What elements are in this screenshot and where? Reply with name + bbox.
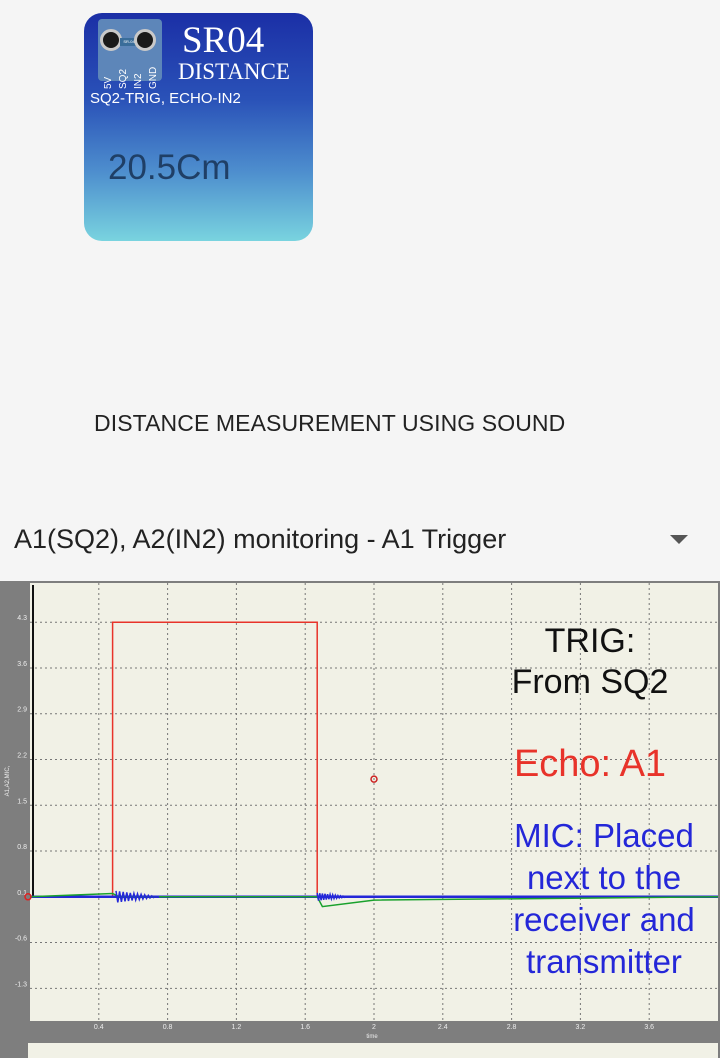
mic-annotation: MIC: Placed next to the receiver and tra… [498, 815, 710, 983]
y-tick-label: 1.5 [17, 798, 27, 805]
mic-ripple-burst [115, 890, 160, 903]
pin-label: IN2 [133, 73, 144, 89]
y-tick-label: -0.6 [15, 936, 27, 943]
widget-connections: SQ2-TRIG, ECHO-IN2 [90, 90, 241, 107]
widget-title: SR04 [182, 20, 265, 61]
x-tick-label: 3.6 [644, 1024, 654, 1031]
y-tick-label: -1.3 [15, 981, 27, 988]
y-axis-label: A1,A2,MIC, [5, 765, 11, 796]
oscilloscope-chart[interactable]: 0.4 0.8 1.2 1.6 2 2.4 2.8 3.2 3.6 4.3 3.6 2.9 2.2 1.5… [0, 581, 720, 1058]
y-tick-label: 0.1 [17, 890, 27, 897]
y-tick-label: 2.9 [17, 707, 27, 714]
oscilloscope-panel[interactable]: 0.4 0.8 1.2 1.6 2 2.4 2.8 3.2 3.6 4.3 3.6 2.9 2.2 1.5… [0, 581, 720, 1058]
trig-annotation: TRIG: From SQ2 [490, 621, 690, 703]
sr04-distance-widget[interactable]: SR-04 5V SQ2 IN2 GND SR04 DISTANCE SQ2-T… [84, 13, 313, 241]
x-axis-label: time [366, 1034, 378, 1040]
chevron-down-icon[interactable] [670, 535, 688, 544]
trigger-point-marker [24, 893, 32, 901]
distance-value: 20.5Cm [108, 148, 231, 187]
y-tick-label: 0.8 [17, 844, 27, 851]
secondary-plot-strip [28, 1043, 718, 1058]
trig-line-1: TRIG: [544, 622, 636, 660]
pin-label: SQ2 [118, 68, 129, 89]
page-heading: DISTANCE MEASUREMENT USING SOUND [94, 410, 566, 436]
sensor-chip-label: SR-04 [120, 38, 138, 46]
mic-line-3: receiver and [513, 901, 695, 938]
mic-line-1: MIC: Placed [514, 817, 694, 854]
sensor-transducer-right [134, 29, 156, 51]
x-tick-label: 0.4 [94, 1024, 104, 1031]
y-tick-label: 2.2 [17, 753, 27, 760]
pin-label: GND [148, 66, 159, 89]
x-tick-label: 1.6 [300, 1024, 310, 1031]
pin-label: 5V [103, 76, 114, 89]
y-tick-label: 3.6 [17, 661, 27, 668]
dropdown-selected-value: A1(SQ2), A2(IN2) monitoring - A1 Trigger [14, 524, 507, 554]
widget-subtitle: DISTANCE [178, 59, 290, 84]
mic-line-4: transmitter [526, 943, 682, 980]
sensor-transducer-left [100, 29, 122, 51]
echo-annotation: Echo: A1 [513, 743, 667, 785]
sensor-pin-labels: 5V SQ2 IN2 GND [103, 55, 163, 89]
cursor-marker [370, 775, 378, 783]
y-tick-label: 4.3 [17, 615, 27, 622]
x-tick-label: 2 [372, 1024, 376, 1031]
x-tick-label: 3.2 [576, 1024, 586, 1031]
x-tick-label: 1.2 [232, 1024, 242, 1031]
sensor-icon: SR-04 [98, 19, 162, 81]
trig-line-2: From SQ2 [511, 663, 669, 701]
mic-line-2: next to the [526, 859, 682, 896]
x-tick-label: 0.8 [163, 1024, 173, 1031]
x-tick-label: 2.8 [507, 1024, 517, 1031]
x-tick-label: 2.4 [438, 1024, 448, 1031]
mode-dropdown[interactable]: A1(SQ2), A2(IN2) monitoring - A1 Trigger [14, 518, 704, 562]
mic-ripple-burst [316, 891, 349, 902]
